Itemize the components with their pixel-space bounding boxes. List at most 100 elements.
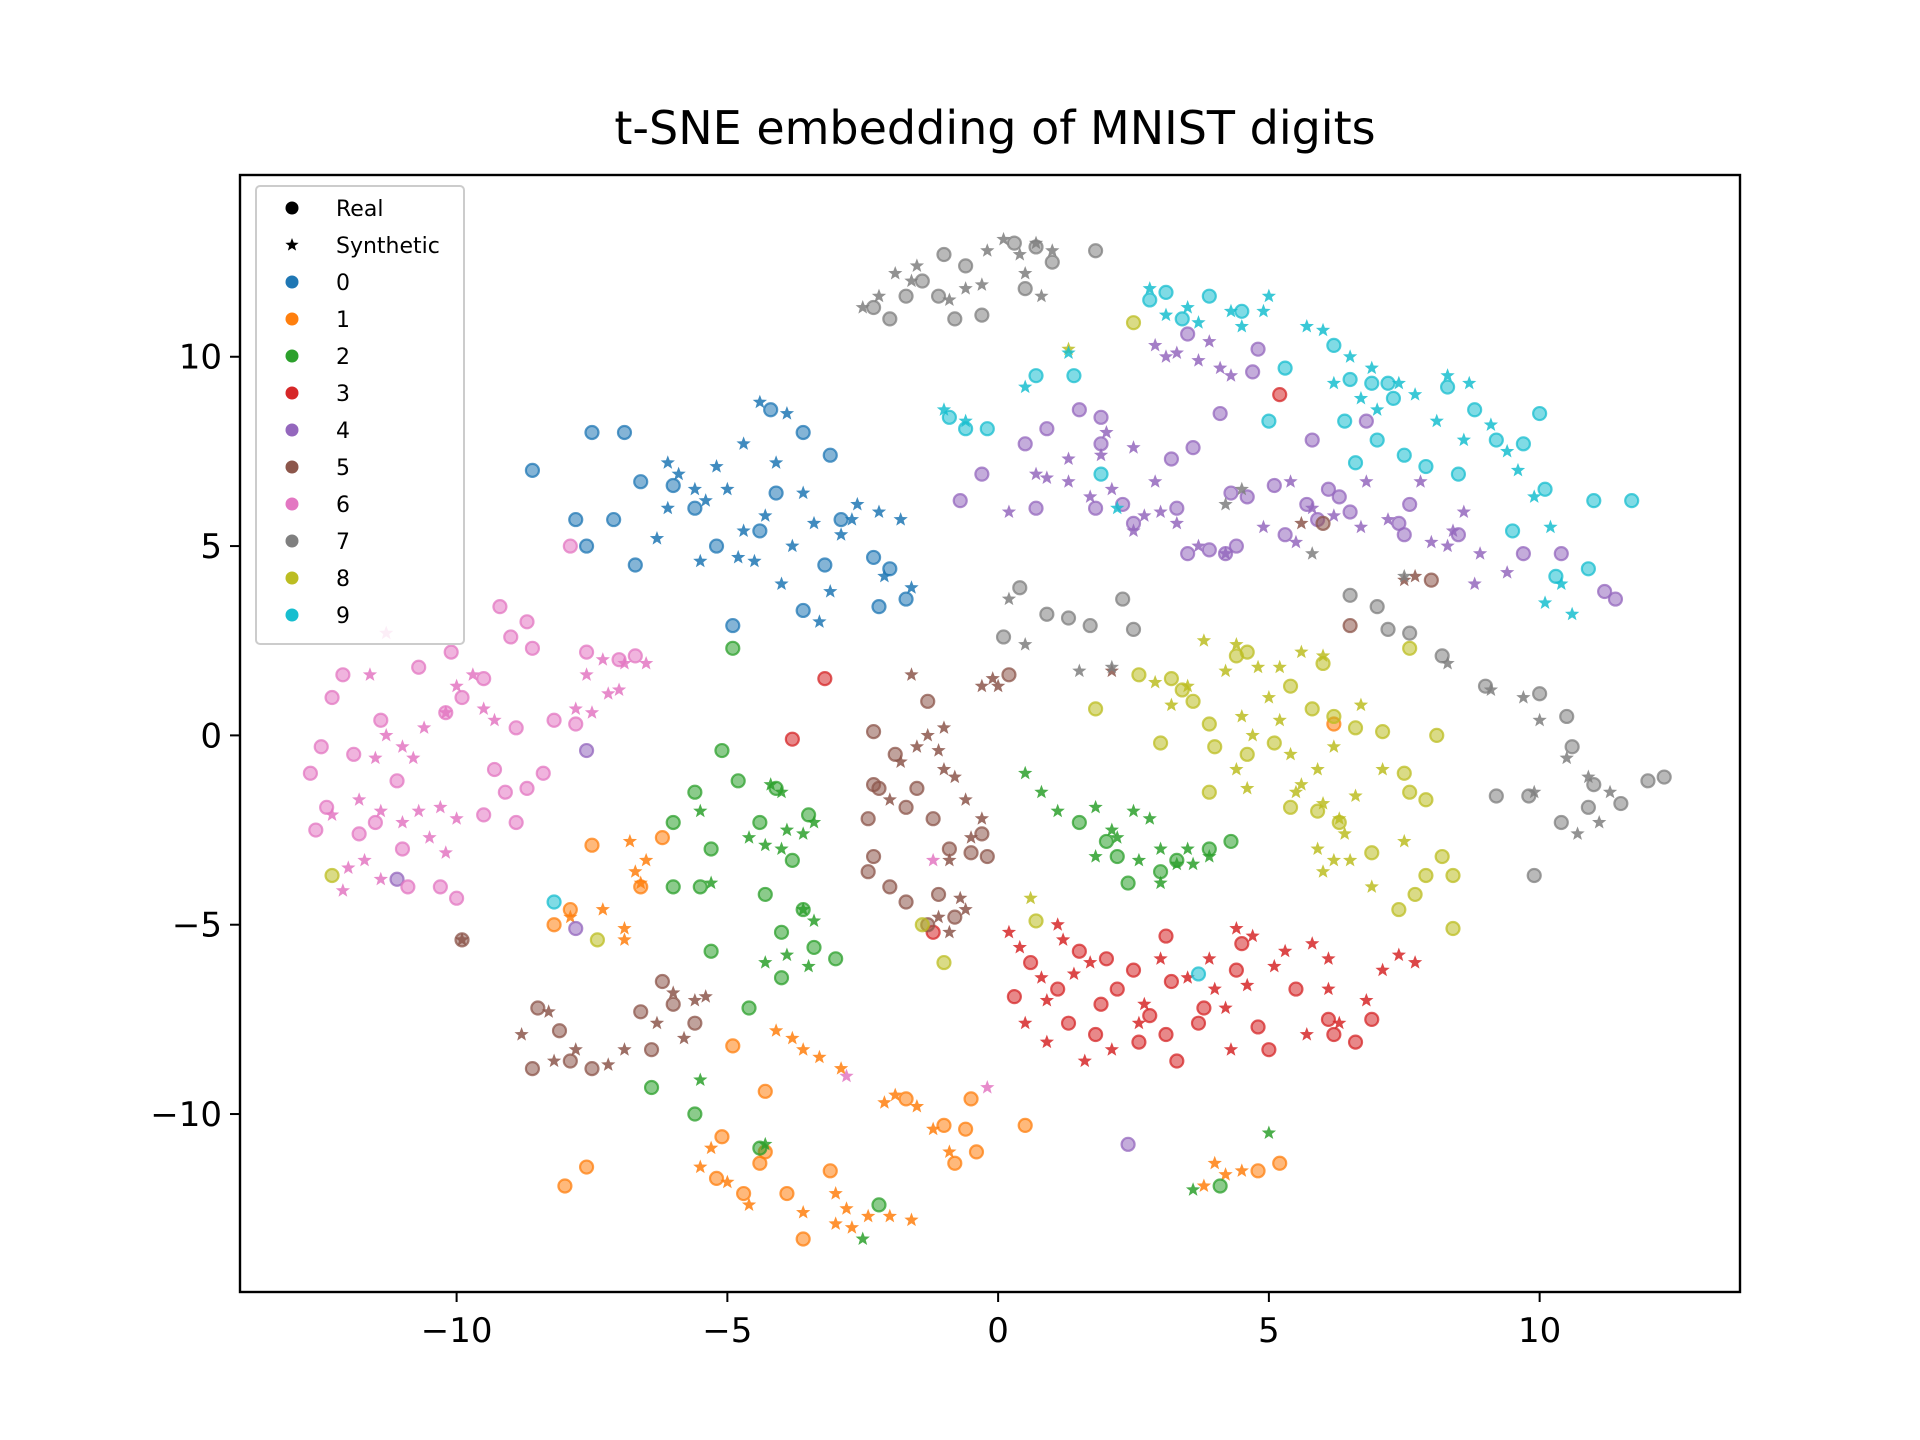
point-synthetic-digit-1 [1207, 1155, 1222, 1170]
point-synthetic-digit-8 [1218, 663, 1233, 678]
point-synthetic-digit-6 [476, 701, 491, 715]
x-tick-label: 5 [1258, 1311, 1280, 1351]
point-synthetic-digit-6 [617, 655, 632, 670]
point-synthetic-digit-0 [904, 580, 919, 594]
point-synthetic-digit-5 [541, 1004, 556, 1018]
point-synthetic-digit-4 [1191, 353, 1206, 367]
point-real-digit-8 [589, 932, 606, 948]
point-synthetic-digit-2 [763, 777, 778, 791]
point-synthetic-digit-7 [1218, 496, 1233, 511]
point-synthetic-digit-0 [823, 584, 838, 598]
point-synthetic-digit-5 [920, 727, 935, 742]
point-real-digit-6 [432, 879, 448, 895]
point-synthetic-digit-5 [666, 985, 681, 999]
point-synthetic-digit-6 [584, 705, 600, 719]
y-tick-label: −5 [172, 906, 222, 946]
point-synthetic-digit-2 [1185, 1182, 1201, 1196]
point-real-digit-3 [1087, 1026, 1104, 1043]
point-synthetic-digit-7 [1559, 750, 1574, 765]
point-real-digit-8 [1396, 765, 1412, 781]
point-real-digit-6 [508, 720, 524, 736]
point-synthetic-digit-4 [1424, 534, 1439, 549]
point-real-digit-1 [963, 1091, 979, 1107]
point-real-digit-9 [1261, 413, 1277, 429]
point-real-digit-4 [1087, 500, 1104, 516]
point-synthetic-digit-5 [904, 667, 919, 681]
point-real-digit-7 [974, 307, 990, 323]
point-real-digit-8 [1125, 315, 1142, 331]
point-real-digit-5 [860, 811, 876, 827]
point-real-digit-1 [654, 830, 670, 846]
legend-label: 4 [336, 419, 350, 444]
point-real-digit-1 [795, 1231, 811, 1247]
point-real-digit-0 [606, 511, 622, 528]
point-real-digit-9 [1504, 523, 1521, 539]
point-synthetic-digit-2 [779, 947, 795, 962]
legend-swatch [285, 571, 299, 585]
point-real-digit-7 [995, 629, 1012, 645]
point-real-digit-9 [1342, 371, 1358, 388]
point-real-digit-5 [633, 1004, 649, 1020]
point-real-digit-1 [936, 1117, 952, 1133]
point-real-digit-7 [1369, 599, 1385, 615]
point-synthetic-digit-3 [1321, 981, 1336, 996]
point-real-digit-8 [1434, 848, 1450, 865]
point-real-digit-4 [1212, 405, 1228, 422]
point-synthetic-digit-4 [1353, 519, 1369, 534]
legend-label: 3 [336, 382, 350, 407]
point-synthetic-digit-6 [595, 652, 610, 666]
legend: Real Synthetic 0 1 2 3 4 5 6 7 8 9 [255, 185, 465, 645]
point-synthetic-digit-4 [1093, 447, 1109, 462]
point-synthetic-digit-5 [936, 720, 952, 734]
point-synthetic-digit-7 [1397, 568, 1412, 583]
x-tick-label: −5 [702, 1311, 752, 1351]
point-real-digit-6 [351, 826, 367, 842]
point-real-digit-2 [687, 784, 703, 800]
point-synthetic-digit-0 [877, 568, 892, 583]
point-synthetic-digit-0 [779, 406, 795, 420]
point-synthetic-digit-0 [833, 527, 849, 541]
point-real-digit-3 [1158, 1026, 1174, 1043]
point-synthetic-digit-5 [963, 830, 979, 844]
point-synthetic-digit-2 [1153, 841, 1168, 856]
point-synthetic-digit-4 [1061, 474, 1076, 488]
point-synthetic-digit-3 [1245, 928, 1260, 943]
point-real-digit-3 [1071, 943, 1087, 959]
point-synthetic-digit-8 [1315, 864, 1331, 878]
point-real-digit-8 [1266, 735, 1282, 751]
point-synthetic-digit-4 [1380, 512, 1396, 526]
point-synthetic-digit-7 [958, 281, 973, 295]
point-synthetic-digit-0 [731, 549, 746, 564]
point-synthetic-digit-3 [1229, 921, 1244, 935]
point-synthetic-digit-8 [1294, 644, 1309, 659]
point-synthetic-digit-4 [1359, 474, 1374, 488]
point-real-digit-2 [665, 814, 681, 831]
legend-label: Synthetic [336, 234, 440, 259]
point-real-digit-8 [1445, 867, 1461, 884]
point-real-digit-8 [1364, 845, 1380, 861]
point-real-digit-1 [725, 1038, 741, 1054]
point-synthetic-digit-9 [1261, 288, 1277, 303]
point-synthetic-digit-4 [1467, 576, 1482, 590]
point-synthetic-digit-7 [1045, 243, 1060, 257]
point-synthetic-digit-8 [1310, 841, 1325, 856]
point-synthetic-digit-4 [1148, 474, 1163, 488]
point-synthetic-digit-3 [1375, 962, 1390, 977]
point-synthetic-digit-3 [1066, 966, 1082, 981]
point-real-digit-7 [947, 311, 963, 327]
point-real-digit-0 [578, 538, 595, 554]
point-real-digit-2 [665, 879, 681, 895]
point-real-digit-7 [1380, 621, 1396, 637]
point-synthetic-digit-6 [611, 682, 627, 697]
point-synthetic-digit-3 [1299, 1027, 1314, 1041]
point-real-digit-8 [914, 917, 930, 933]
point-synthetic-digit-1 [909, 1098, 925, 1113]
point-real-digit-6 [497, 784, 513, 800]
point-real-digit-9 [1537, 481, 1553, 497]
point-real-digit-5 [551, 1023, 568, 1039]
point-synthetic-digit-4 [1083, 489, 1098, 503]
point-synthetic-digit-1 [1196, 1178, 1212, 1193]
point-real-digit-1 [1272, 1155, 1288, 1171]
point-real-digit-4 [1250, 341, 1266, 357]
point-synthetic-digit-1 [720, 1174, 735, 1189]
